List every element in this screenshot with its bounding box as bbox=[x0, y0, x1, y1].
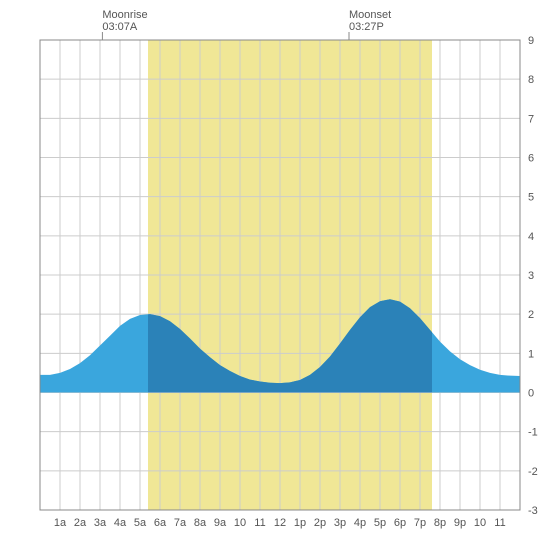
x-tick-label: 4p bbox=[354, 517, 366, 529]
x-tick-label: 12 bbox=[274, 517, 286, 529]
x-tick-label: 8p bbox=[434, 517, 446, 529]
x-tick-label: 3p bbox=[334, 517, 346, 529]
x-tick-label: 11 bbox=[254, 517, 265, 529]
y-tick-label: 8 bbox=[528, 74, 534, 86]
chart-svg: Moonrise03:07AMoonset03:27P-3-2-10123456… bbox=[0, 0, 550, 550]
x-tick-label: 2a bbox=[74, 517, 87, 529]
y-tick-label: -1 bbox=[528, 427, 538, 439]
y-tick-label: 9 bbox=[528, 35, 534, 47]
x-tick-label: 7p bbox=[414, 517, 426, 529]
x-tick-label: 9a bbox=[214, 517, 227, 529]
y-tick-label: 2 bbox=[528, 309, 534, 321]
tide-chart: Moonrise03:07AMoonset03:27P-3-2-10123456… bbox=[0, 0, 550, 550]
y-tick-label: 4 bbox=[528, 231, 534, 243]
x-tick-label: 3a bbox=[94, 517, 107, 529]
x-tick-label: 5p bbox=[374, 517, 386, 529]
x-tick-label: 7a bbox=[174, 517, 187, 529]
y-tick-label: 3 bbox=[528, 270, 534, 282]
x-tick-label: 8a bbox=[194, 517, 207, 529]
y-tick-label: 7 bbox=[528, 113, 534, 125]
x-tick-label: 10 bbox=[474, 517, 486, 529]
y-tick-label: 6 bbox=[528, 153, 534, 165]
x-tick-label: 6p bbox=[394, 517, 406, 529]
x-tick-label: 2p bbox=[314, 517, 326, 529]
x-tick-label: 1a bbox=[54, 517, 67, 529]
x-tick-label: 4a bbox=[114, 517, 127, 529]
y-tick-label: 0 bbox=[528, 388, 534, 400]
y-tick-label: 5 bbox=[528, 192, 534, 204]
x-tick-label: 1p bbox=[294, 517, 306, 529]
annotation-time: 03:07A bbox=[102, 21, 138, 33]
annotation-label: Moonset bbox=[349, 9, 391, 21]
x-tick-label: 11 bbox=[494, 517, 505, 529]
annotation-time: 03:27P bbox=[349, 21, 384, 33]
y-tick-label: 1 bbox=[528, 348, 534, 360]
annotation-label: Moonrise bbox=[102, 9, 147, 21]
x-tick-label: 5a bbox=[134, 517, 147, 529]
y-tick-label: -3 bbox=[528, 505, 538, 517]
x-tick-label: 10 bbox=[234, 517, 246, 529]
y-tick-label: -2 bbox=[528, 466, 538, 478]
x-tick-label: 9p bbox=[454, 517, 466, 529]
x-tick-label: 6a bbox=[154, 517, 167, 529]
